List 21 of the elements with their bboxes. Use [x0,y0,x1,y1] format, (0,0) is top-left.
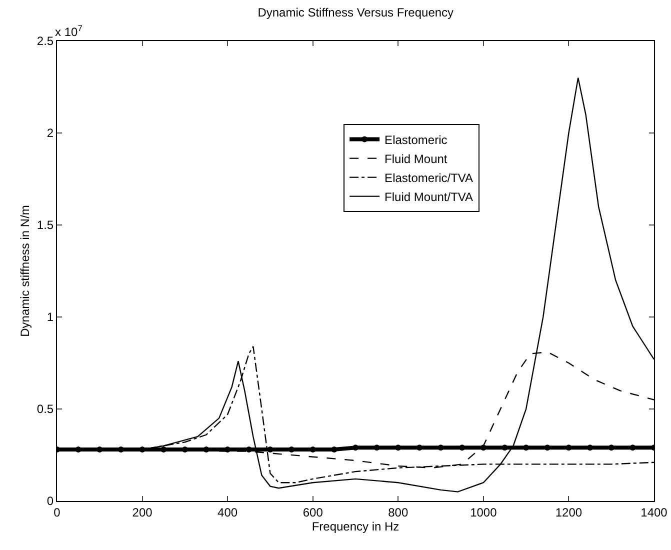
y-tick-label: 1 [46,310,54,324]
x-tick-label: 400 [218,505,238,520]
x-tick-label: 600 [302,505,324,520]
x-tick-label: 1400 [640,505,668,520]
text: x 10$^{7}$ [55,23,83,40]
y-axis-title: Dynamic stiffness in N/m [18,205,32,337]
y-tick-label: 0 [46,494,54,508]
legend-label: Elastomeric/TVA [384,170,474,185]
legend-label: Elastomeric [384,132,448,147]
y-tick-label: 1.5 [36,218,54,232]
legend-label: Fluid Mount [384,152,448,166]
y-tick-label: 2 [46,126,54,140]
chart-title: Dynamic Stiffness Versus Frequency [258,6,454,20]
legend-label: Fluid Mount/TVA [384,190,474,204]
x-tick-label: 800 [388,505,408,520]
x-tick-label: 1000 [470,505,498,520]
y-tick-label: 2.5 [36,34,54,48]
x-tick-label: 1200 [555,505,582,520]
x-axis-title: Frequency in Hz [312,519,400,534]
x-tick-label: 200 [132,505,153,520]
y-tick-label: 0.5 [36,402,54,416]
